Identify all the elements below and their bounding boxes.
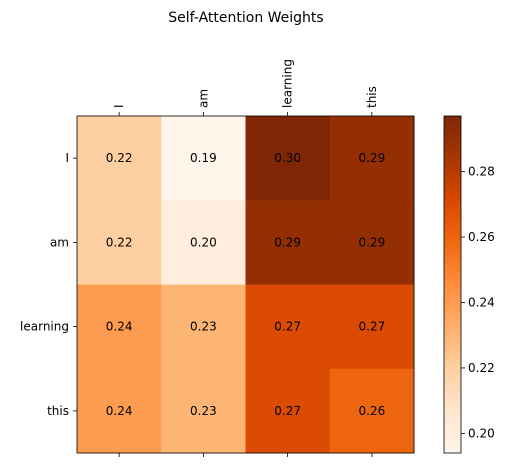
cell-value-label: 0.23 [190, 320, 217, 334]
cell-value-label: 0.26 [359, 404, 386, 418]
heatmap-cell [77, 200, 162, 285]
cell-value-label: 0.24 [106, 320, 133, 334]
heatmap-cell [77, 284, 162, 370]
x-tick-label: I [112, 104, 126, 108]
colorbar-tick-label: 0.26 [468, 230, 495, 244]
y-tick-label: I [65, 151, 69, 165]
heatmap-cell [161, 116, 246, 201]
chart-title: Self-Attention Weights [168, 10, 323, 26]
cell-value-label: 0.27 [274, 404, 301, 418]
cell-value-label: 0.29 [359, 235, 386, 249]
colorbar [443, 115, 462, 454]
cell-value-label: 0.30 [274, 151, 301, 165]
x-tick-label: am [196, 89, 210, 108]
colorbar-tick-label: 0.24 [468, 295, 495, 309]
colorbar-tick-label: 0.22 [468, 361, 495, 375]
heatmap-cell [245, 200, 331, 285]
y-tick-label: this [47, 404, 69, 418]
colorbar-tick-label: 0.20 [468, 426, 495, 440]
heatmap-cell [329, 116, 415, 201]
y-axis-ticks: Iam learning this [20, 151, 77, 418]
heatmap-cell [329, 284, 415, 370]
colorbar-tick-label: 0.28 [468, 165, 495, 179]
cell-value-label: 0.29 [359, 151, 386, 165]
cell-value-label: 0.20 [190, 235, 217, 249]
heatmap-cell [77, 116, 162, 201]
cell-value-label: 0.23 [190, 404, 217, 418]
cell-value-label: 0.29 [274, 235, 301, 249]
heatmap-cell [161, 368, 246, 454]
cell-value-label: 0.22 [106, 151, 133, 165]
x-tick-label: this [365, 86, 379, 108]
heatmap-cell [329, 368, 415, 454]
heatmap-cell [329, 200, 415, 285]
heatmap-cells: 0.22 0.19 0.30 0.29 0.22 0.20 0.29 0.29 0.24 0.23… [77, 116, 415, 454]
heatmap-cell [245, 116, 331, 201]
cell-value-label: 0.19 [190, 151, 217, 165]
cell-value-label: 0.22 [106, 235, 133, 249]
y-tick-label: am [50, 235, 69, 249]
y-tick-label: learning [20, 320, 69, 334]
plot-frame [76, 115, 415, 454]
heatmap-cell [245, 368, 331, 454]
cell-value-label: 0.27 [359, 320, 386, 334]
heatmap-cell [161, 200, 246, 285]
heatmap-cell [161, 284, 246, 370]
colorbar-ticks: 0.20 0.22 0.24 0.26 0.28 [461, 165, 495, 440]
heatmap-cell [77, 368, 162, 454]
heatmap-cell [245, 284, 331, 370]
x-tick-label: learning [281, 59, 295, 108]
cell-value-label: 0.27 [274, 320, 301, 334]
cell-value-label: 0.24 [106, 404, 133, 418]
